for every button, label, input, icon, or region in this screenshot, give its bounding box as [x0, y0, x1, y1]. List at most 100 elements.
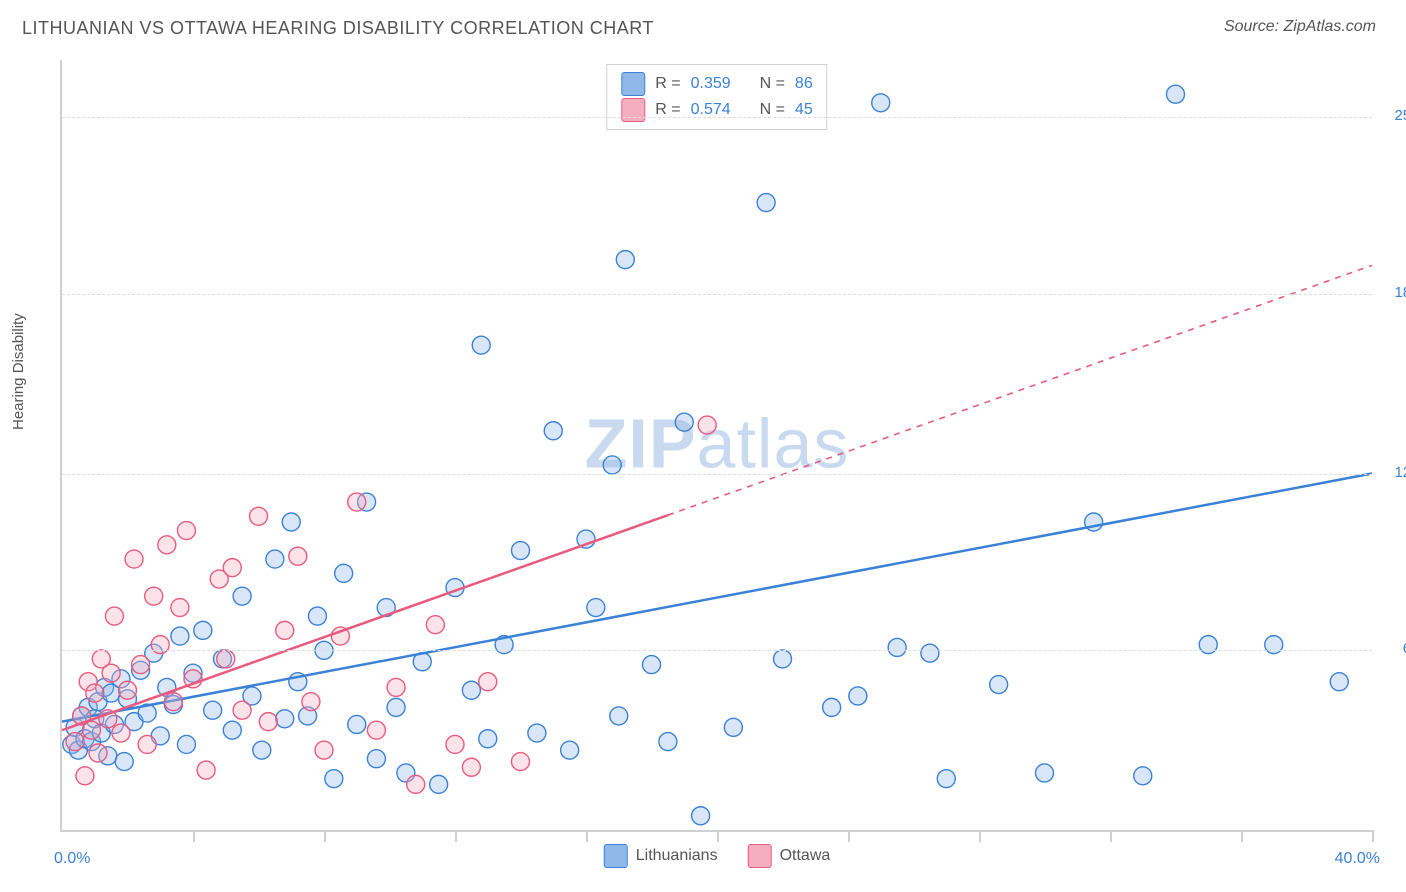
scatter-point-ottawa [479, 673, 497, 691]
scatter-point-lithuanians [387, 698, 405, 716]
scatter-point-ottawa [407, 775, 425, 793]
scatter-point-lithuanians [325, 770, 343, 788]
scatter-point-ottawa [125, 550, 143, 568]
x-axis-max-label: 40.0% [1335, 850, 1380, 868]
scatter-point-lithuanians [561, 741, 579, 759]
scatter-point-ottawa [119, 681, 137, 699]
grid-line [62, 294, 1372, 295]
scatter-point-ottawa [289, 547, 307, 565]
chart-container: LITHUANIAN VS OTTAWA HEARING DISABILITY … [0, 0, 1406, 892]
scatter-point-lithuanians [335, 564, 353, 582]
scatter-point-lithuanians [115, 753, 133, 771]
y-tick-label: 18.8% [1377, 284, 1406, 301]
legend-swatch-ottawa [748, 844, 772, 868]
scatter-point-ottawa [86, 684, 104, 702]
scatter-point-lithuanians [603, 456, 621, 474]
scatter-point-lithuanians [276, 710, 294, 728]
scatter-point-lithuanians [724, 718, 742, 736]
scatter-point-ottawa [158, 536, 176, 554]
scatter-point-ottawa [82, 721, 100, 739]
scatter-point-ottawa [102, 664, 120, 682]
scatter-point-ottawa [217, 650, 235, 668]
y-tick-label: 12.5% [1377, 464, 1406, 481]
scatter-point-lithuanians [367, 750, 385, 768]
scatter-point-lithuanians [528, 724, 546, 742]
scatter-point-ottawa [197, 761, 215, 779]
scatter-point-lithuanians [308, 607, 326, 625]
scatter-point-lithuanians [937, 770, 955, 788]
x-tick [717, 830, 719, 842]
scatter-point-lithuanians [177, 735, 195, 753]
x-tick [848, 830, 850, 842]
scatter-point-lithuanians [1134, 767, 1152, 785]
source-label: Source: ZipAtlas.com [1224, 18, 1376, 36]
scatter-point-lithuanians [990, 676, 1008, 694]
scatter-point-lithuanians [233, 587, 251, 605]
scatter-point-lithuanians [692, 807, 710, 825]
scatter-point-ottawa [426, 616, 444, 634]
n-value-ottawa: 45 [795, 97, 813, 123]
scatter-point-lithuanians [266, 550, 284, 568]
scatter-point-ottawa [138, 735, 156, 753]
scatter-point-lithuanians [472, 336, 490, 354]
n-value-lithuanians: 86 [795, 71, 813, 97]
scatter-point-lithuanians [888, 638, 906, 656]
scatter-point-lithuanians [849, 687, 867, 705]
legend: Lithuanians Ottawa [604, 844, 831, 868]
scatter-point-lithuanians [921, 644, 939, 662]
scatter-point-lithuanians [823, 698, 841, 716]
scatter-point-ottawa [512, 753, 530, 771]
scatter-point-lithuanians [194, 621, 212, 639]
grid-line [62, 474, 1372, 475]
r-label: R = [655, 71, 680, 97]
scatter-point-lithuanians [462, 681, 480, 699]
y-axis-label: Hearing Disability [10, 313, 27, 430]
x-tick [1372, 830, 1374, 842]
scatter-point-ottawa [348, 493, 366, 511]
legend-label-ottawa: Ottawa [780, 847, 831, 865]
x-tick [1110, 830, 1112, 842]
scatter-point-lithuanians [512, 542, 530, 560]
x-tick [324, 830, 326, 842]
y-tick-label: 25.0% [1377, 107, 1406, 124]
x-tick [1241, 830, 1243, 842]
swatch-lithuanians [621, 72, 645, 96]
n-label: N = [760, 97, 785, 123]
scatter-point-lithuanians [348, 715, 366, 733]
scatter-point-ottawa [89, 744, 107, 762]
scatter-point-lithuanians [282, 513, 300, 531]
n-label: N = [760, 71, 785, 97]
chart-title: LITHUANIAN VS OTTAWA HEARING DISABILITY … [22, 18, 654, 39]
scatter-point-ottawa [367, 721, 385, 739]
scatter-point-lithuanians [253, 741, 271, 759]
scatter-point-lithuanians [659, 733, 677, 751]
grid-line [62, 650, 1372, 651]
grid-line [62, 117, 1372, 118]
scatter-point-lithuanians [643, 656, 661, 674]
stats-row-ottawa: R = 0.574 N = 45 [621, 97, 812, 123]
swatch-ottawa [621, 98, 645, 122]
scatter-point-ottawa [171, 599, 189, 617]
stats-row-lithuanians: R = 0.359 N = 86 [621, 71, 812, 97]
legend-item-lithuanians: Lithuanians [604, 844, 718, 868]
regression-line-dashed-ottawa [668, 265, 1372, 515]
scatter-point-lithuanians [1036, 764, 1054, 782]
scatter-point-lithuanians [675, 413, 693, 431]
r-value-lithuanians: 0.359 [691, 71, 731, 97]
scatter-point-ottawa [164, 693, 182, 711]
scatter-point-lithuanians [1330, 673, 1348, 691]
x-tick [455, 830, 457, 842]
scatter-point-lithuanians [479, 730, 497, 748]
scatter-point-lithuanians [774, 650, 792, 668]
scatter-point-lithuanians [430, 775, 448, 793]
y-tick-label: 6.3% [1377, 640, 1406, 657]
scatter-point-lithuanians [171, 627, 189, 645]
scatter-point-ottawa [698, 416, 716, 434]
legend-label-lithuanians: Lithuanians [636, 847, 718, 865]
scatter-point-lithuanians [204, 701, 222, 719]
scatter-svg [62, 60, 1372, 830]
scatter-point-ottawa [233, 701, 251, 719]
regression-line-ottawa [62, 515, 668, 730]
scatter-point-ottawa [66, 733, 84, 751]
scatter-point-lithuanians [223, 721, 241, 739]
